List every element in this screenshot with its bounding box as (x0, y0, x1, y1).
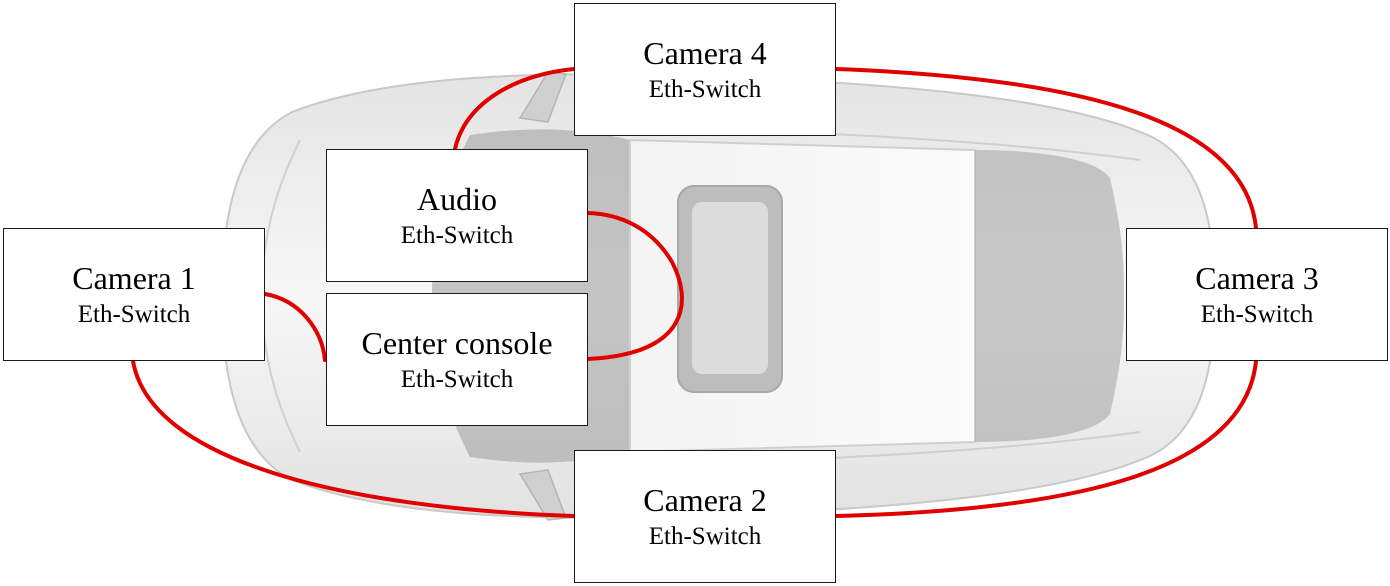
center-console-title: Center console (361, 324, 553, 361)
sunroof-glass (692, 202, 768, 374)
audio-switch-node: Audio Eth-Switch (326, 149, 588, 282)
center-console-switch-node: Center console Eth-Switch (326, 293, 588, 426)
camera1-switch-node: Camera 1 Eth-Switch (3, 228, 265, 361)
camera4-switch-node: Camera 4 Eth-Switch (574, 3, 836, 136)
link-audio-camera4 (453, 67, 576, 151)
link-center-console-audio (586, 211, 684, 361)
side-mirror-top (518, 71, 568, 123)
camera3-title: Camera 3 (1195, 259, 1319, 296)
link-camera4-camera3 (834, 67, 1258, 230)
camera3-switch-node: Camera 3 Eth-Switch (1126, 228, 1388, 361)
center-console-subtitle: Eth-Switch (400, 365, 514, 393)
side-mirror-bottom (518, 469, 568, 521)
camera2-subtitle: Eth-Switch (648, 522, 762, 550)
camera3-subtitle: Eth-Switch (1200, 300, 1314, 328)
camera1-subtitle: Eth-Switch (77, 300, 191, 328)
network-links (131, 67, 1258, 518)
link-camera1-center-console (263, 292, 327, 362)
camera1-title: Camera 1 (72, 259, 196, 296)
audio-subtitle: Eth-Switch (400, 221, 514, 249)
camera4-subtitle: Eth-Switch (648, 75, 762, 103)
rear-window (975, 150, 1124, 442)
camera2-title: Camera 2 (643, 481, 767, 518)
link-camera3-camera2 (834, 359, 1258, 518)
camera2-switch-node: Camera 2 Eth-Switch (574, 450, 836, 583)
camera4-title: Camera 4 (643, 34, 767, 71)
link-camera2-camera1 (131, 359, 576, 518)
audio-title: Audio (417, 180, 497, 217)
